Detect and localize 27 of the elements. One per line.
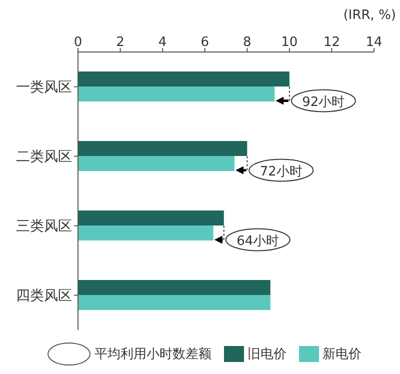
bar	[78, 280, 270, 295]
y-tick-label: 二类风区	[16, 149, 72, 166]
bar	[78, 294, 270, 310]
x-axis-title: (IRR, %)	[343, 8, 396, 23]
x-tick-label: 14	[366, 35, 382, 50]
annotation: 72小时	[260, 164, 302, 180]
bar	[78, 71, 290, 86]
x-tick-label: 4	[158, 35, 167, 50]
annotation: 92小时	[302, 94, 345, 110]
bar	[78, 156, 234, 171]
bar	[78, 86, 275, 102]
legend-label: 旧电价	[248, 346, 286, 363]
x-tick-label: 12	[323, 35, 340, 50]
x-tick-label: 2	[116, 35, 124, 50]
legend-label: 新电价	[322, 346, 362, 363]
bar	[78, 140, 248, 156]
x-tick-label: 10	[281, 35, 298, 50]
bar	[78, 210, 224, 226]
x-tick-label: 8	[243, 35, 252, 50]
y-tick-label: 一类风区	[16, 80, 72, 96]
y-tick-label: 四类风区	[16, 288, 72, 304]
text: 平均利用小时数差额	[94, 346, 212, 363]
annotation: 64小时	[236, 234, 280, 249]
x-tick-label: 0	[74, 35, 82, 50]
y-tick-label: 三类风区	[16, 218, 72, 235]
bar	[78, 225, 214, 240]
x-tick-label: 6	[200, 35, 209, 50]
